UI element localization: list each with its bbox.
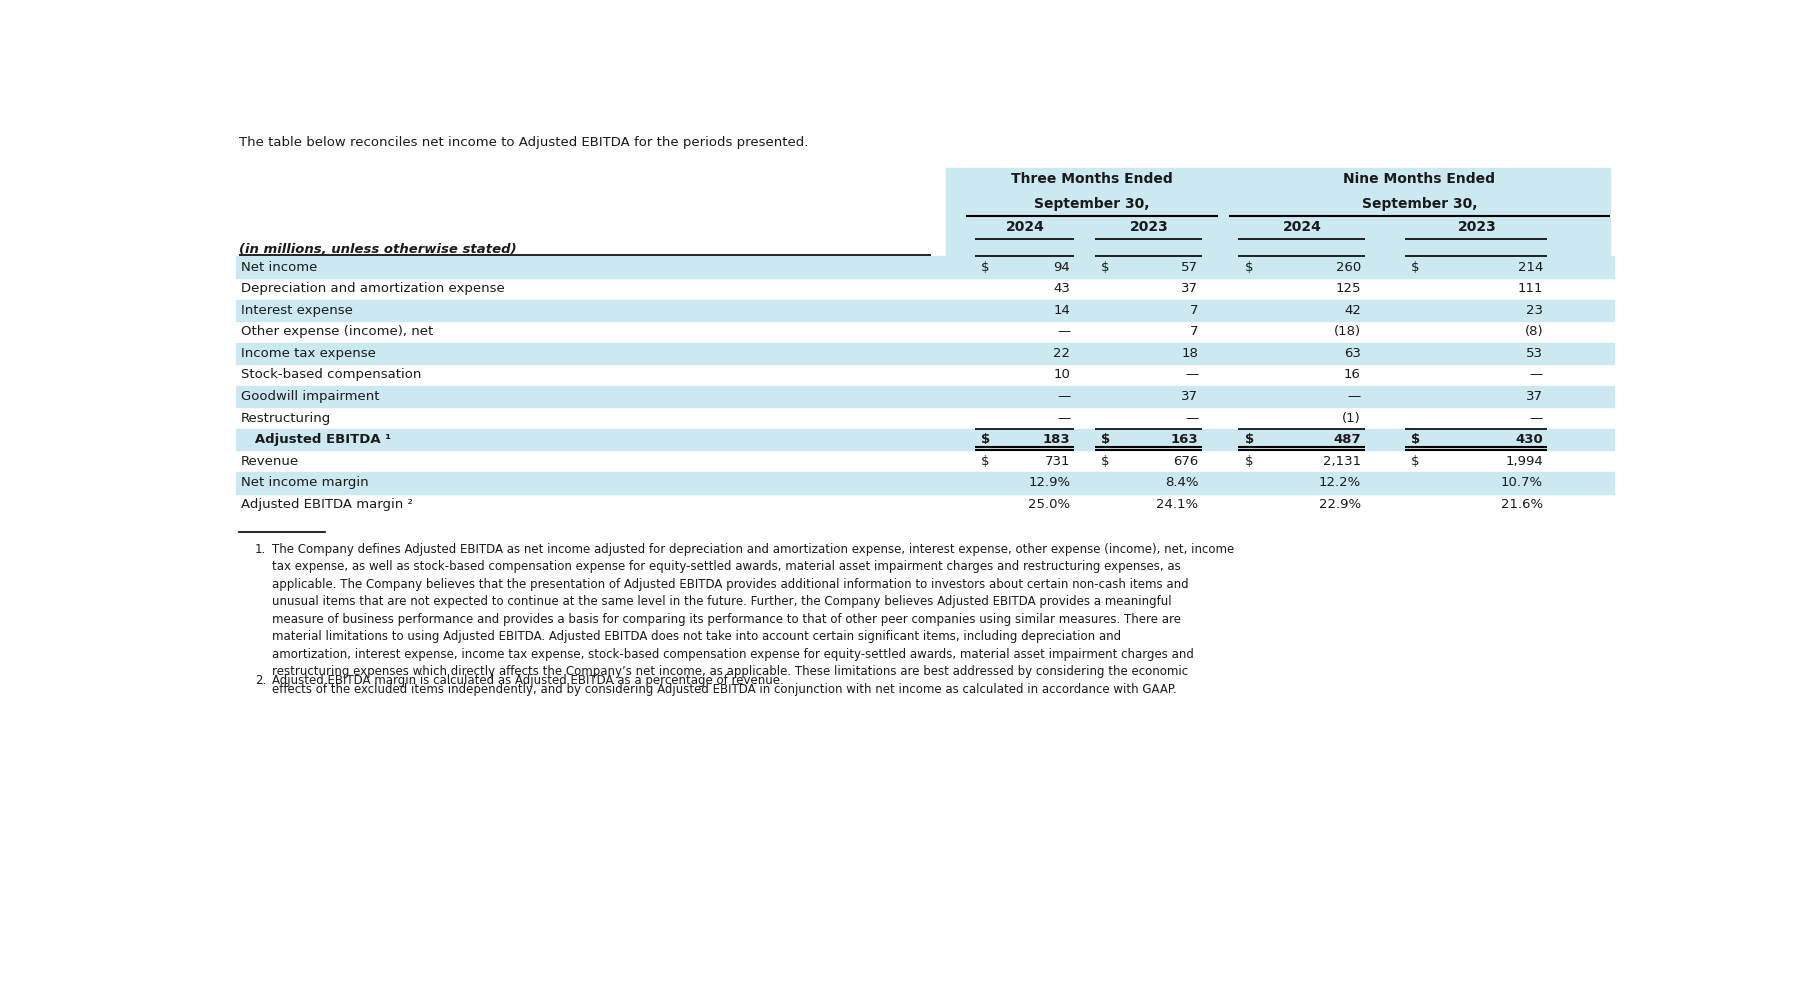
Text: Goodwill impairment: Goodwill impairment — [242, 390, 379, 403]
Bar — [236, 429, 1613, 451]
Text: September 30,: September 30, — [1034, 197, 1149, 211]
Text: $: $ — [1100, 454, 1109, 467]
Text: 37: 37 — [1182, 390, 1198, 403]
Text: $: $ — [1100, 261, 1109, 274]
Text: 10: 10 — [1054, 369, 1070, 381]
Text: The table below reconciles net income to Adjusted EBITDA for the periods present: The table below reconciles net income to… — [240, 135, 808, 148]
Text: $: $ — [981, 261, 990, 274]
Bar — [236, 472, 1613, 494]
Text: 430: 430 — [1515, 433, 1542, 447]
Text: 94: 94 — [1054, 261, 1070, 274]
Text: 260: 260 — [1335, 261, 1360, 274]
Text: 14: 14 — [1054, 303, 1070, 317]
Text: $: $ — [1245, 433, 1254, 447]
Text: 125: 125 — [1335, 283, 1360, 295]
Text: 18: 18 — [1182, 347, 1198, 360]
Text: The Company defines Adjusted EBITDA as net income adjusted for depreciation and : The Company defines Adjusted EBITDA as n… — [272, 542, 1234, 696]
Text: (18): (18) — [1333, 325, 1360, 338]
Text: Adjusted EBITDA margin ²: Adjusted EBITDA margin ² — [242, 498, 413, 511]
Text: Revenue: Revenue — [242, 454, 299, 467]
Text: —: — — [1057, 412, 1070, 425]
Text: 25.0%: 25.0% — [1028, 498, 1070, 511]
Text: Income tax expense: Income tax expense — [242, 347, 375, 360]
Text: $: $ — [1411, 454, 1420, 467]
Text: $: $ — [1411, 433, 1420, 447]
Text: Interest expense: Interest expense — [242, 303, 354, 317]
Text: 57: 57 — [1182, 261, 1198, 274]
Bar — [236, 385, 1613, 407]
Text: 7: 7 — [1189, 325, 1198, 338]
Text: —: — — [1348, 390, 1360, 403]
Text: 12.9%: 12.9% — [1028, 476, 1070, 489]
Text: 63: 63 — [1344, 347, 1360, 360]
Text: 487: 487 — [1333, 433, 1360, 447]
Text: —: — — [1057, 390, 1070, 403]
Text: 16: 16 — [1344, 369, 1360, 381]
Text: 53: 53 — [1526, 347, 1542, 360]
Text: 2023: 2023 — [1458, 220, 1497, 234]
Text: $: $ — [1100, 433, 1111, 447]
Text: 42: 42 — [1344, 303, 1360, 317]
Text: 163: 163 — [1171, 433, 1198, 447]
Text: Nine Months Ended: Nine Months Ended — [1344, 173, 1496, 187]
Text: Three Months Ended: Three Months Ended — [1010, 173, 1173, 187]
Text: (1): (1) — [1342, 412, 1360, 425]
Bar — [236, 257, 1613, 278]
Bar — [236, 343, 1613, 365]
Text: 183: 183 — [1043, 433, 1070, 447]
Bar — [236, 299, 1613, 321]
Text: $: $ — [981, 454, 990, 467]
Text: 10.7%: 10.7% — [1501, 476, 1542, 489]
Text: 24.1%: 24.1% — [1156, 498, 1198, 511]
Text: $: $ — [981, 433, 990, 447]
Text: Depreciation and amortization expense: Depreciation and amortization expense — [242, 283, 505, 295]
Bar — [947, 168, 1609, 268]
Text: September 30,: September 30, — [1362, 197, 1477, 211]
Text: 22: 22 — [1054, 347, 1070, 360]
Text: (in millions, unless otherwise stated): (in millions, unless otherwise stated) — [240, 242, 518, 256]
Text: Stock-based compensation: Stock-based compensation — [242, 369, 422, 381]
Text: Other expense (income), net: Other expense (income), net — [242, 325, 433, 338]
Text: Net income: Net income — [242, 261, 318, 274]
Text: 37: 37 — [1526, 390, 1542, 403]
Text: 1,994: 1,994 — [1505, 454, 1542, 467]
Text: 2024: 2024 — [1007, 220, 1045, 234]
Text: 7: 7 — [1189, 303, 1198, 317]
Text: $: $ — [1245, 261, 1254, 274]
Text: 43: 43 — [1054, 283, 1070, 295]
Text: —: — — [1057, 325, 1070, 338]
Text: Restructuring: Restructuring — [242, 412, 332, 425]
Text: —: — — [1530, 412, 1542, 425]
Text: 1.: 1. — [254, 542, 267, 556]
Text: 2023: 2023 — [1131, 220, 1169, 234]
Text: $: $ — [1411, 261, 1420, 274]
Text: 2,131: 2,131 — [1322, 454, 1360, 467]
Text: —: — — [1530, 369, 1542, 381]
Text: Net income margin: Net income margin — [242, 476, 368, 489]
Text: 23: 23 — [1526, 303, 1542, 317]
Text: 2.: 2. — [254, 674, 267, 687]
Text: 37: 37 — [1182, 283, 1198, 295]
Text: Adjusted EBITDA margin is calculated as Adjusted EBITDA as a percentage of reven: Adjusted EBITDA margin is calculated as … — [272, 674, 783, 687]
Text: 21.6%: 21.6% — [1501, 498, 1542, 511]
Text: 111: 111 — [1517, 283, 1542, 295]
Text: $: $ — [1245, 454, 1254, 467]
Text: —: — — [1185, 412, 1198, 425]
Text: 8.4%: 8.4% — [1165, 476, 1198, 489]
Text: —: — — [1185, 369, 1198, 381]
Text: 214: 214 — [1517, 261, 1542, 274]
Text: 22.9%: 22.9% — [1319, 498, 1360, 511]
Text: 2024: 2024 — [1283, 220, 1322, 234]
Text: 731: 731 — [1045, 454, 1070, 467]
Text: 12.2%: 12.2% — [1319, 476, 1360, 489]
Text: Adjusted EBITDA ¹: Adjusted EBITDA ¹ — [242, 433, 391, 447]
Text: 676: 676 — [1173, 454, 1198, 467]
Text: (8): (8) — [1524, 325, 1542, 338]
